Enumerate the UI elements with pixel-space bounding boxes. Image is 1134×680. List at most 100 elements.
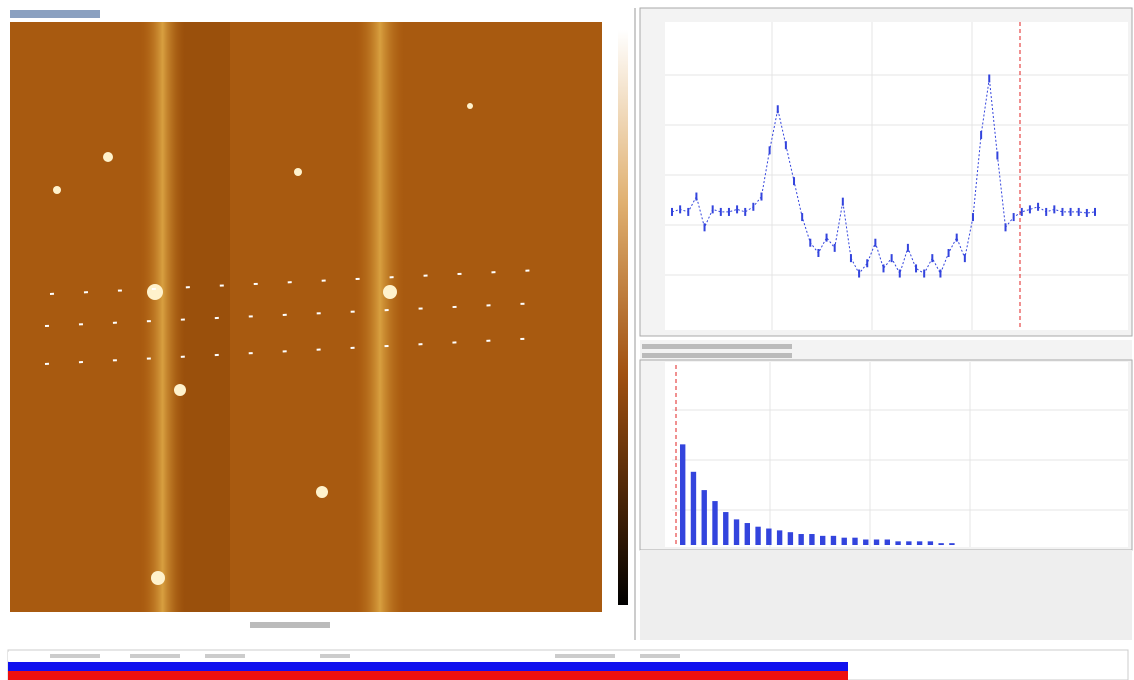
profile-point	[695, 192, 698, 201]
profile-point	[793, 177, 796, 186]
profile-point	[906, 243, 909, 252]
profile-point	[874, 238, 877, 247]
profile-point	[882, 264, 885, 273]
colorbar	[618, 30, 628, 605]
histogram-bar	[820, 535, 826, 545]
histogram-bar	[895, 541, 901, 545]
histogram-bar	[744, 523, 750, 545]
histogram-bar	[690, 471, 697, 545]
profile-point	[833, 243, 836, 252]
table-row[interactable]	[8, 671, 848, 680]
histogram-bar	[723, 512, 729, 545]
profile-point	[760, 192, 763, 201]
profile-series	[671, 74, 1096, 278]
profile-point	[1061, 207, 1064, 216]
profile-point	[1094, 207, 1096, 216]
profile-point	[1053, 205, 1056, 214]
scan-lines	[44, 269, 541, 365]
histogram-bar	[712, 501, 718, 545]
profile-point	[687, 207, 690, 216]
profile-point	[1028, 205, 1031, 214]
table-header	[8, 652, 848, 661]
info-text	[642, 353, 792, 358]
profile-point	[849, 254, 852, 263]
profile-point	[727, 207, 730, 216]
histogram-plot	[665, 362, 1128, 547]
profile-point	[1085, 208, 1088, 217]
histogram-bar	[949, 543, 955, 545]
profile-point	[809, 238, 812, 247]
histogram-bar	[798, 534, 804, 545]
histogram-bar	[830, 535, 837, 545]
profile-point	[776, 105, 779, 114]
profile-point	[703, 223, 706, 232]
profile-point	[1012, 213, 1015, 222]
profile-point	[1069, 207, 1072, 216]
profile-point	[784, 141, 787, 150]
histogram-bar	[927, 541, 934, 545]
histogram-bar	[852, 537, 858, 545]
profile-plot	[665, 22, 1128, 330]
profile-point	[817, 249, 820, 257]
profile-point	[988, 74, 991, 83]
ridge	[355, 22, 405, 612]
profile-point	[971, 213, 974, 222]
profile-point	[915, 264, 918, 273]
histogram-bar	[884, 539, 890, 545]
table-cells	[50, 654, 680, 658]
histogram-bar	[863, 539, 869, 545]
histogram-bar	[776, 530, 783, 545]
info-text	[642, 344, 792, 349]
profile-point	[1020, 207, 1023, 216]
histogram-bar	[906, 541, 912, 545]
profile-point	[923, 269, 926, 278]
profile-point	[752, 202, 755, 211]
profile-point	[841, 197, 844, 206]
profile-line	[671, 78, 1096, 275]
profile-point	[980, 130, 983, 139]
profile-point	[858, 269, 861, 278]
profile-point	[719, 207, 722, 216]
histogram-bar	[916, 541, 923, 545]
profile-point	[744, 207, 747, 216]
histogram-bar	[680, 444, 686, 545]
profile-point	[947, 249, 950, 257]
histogram-bar	[938, 543, 944, 545]
profile-point	[1077, 207, 1080, 216]
profile-point	[1004, 223, 1007, 232]
histogram-bar	[841, 537, 847, 545]
histogram-series	[680, 444, 955, 545]
profile-point	[1037, 202, 1040, 211]
profile-point	[939, 269, 942, 278]
afm-image	[10, 22, 602, 612]
profile-point	[671, 207, 673, 216]
toolbar[interactable]	[10, 10, 100, 18]
profile-point	[801, 213, 804, 222]
histogram-bar	[809, 534, 815, 545]
grid	[665, 22, 1128, 547]
ridge	[140, 22, 185, 612]
profile-point	[1045, 207, 1048, 216]
histogram-bar	[873, 539, 880, 545]
particles	[53, 103, 473, 585]
profile-point	[996, 151, 999, 160]
profile-point	[711, 205, 714, 214]
histogram-bar	[787, 532, 794, 545]
profile-point	[866, 259, 869, 268]
histogram-bar	[766, 528, 772, 545]
profile-point	[825, 233, 828, 242]
profile-point	[931, 254, 934, 263]
axis-caption	[250, 622, 330, 628]
profile-point	[963, 254, 966, 263]
histogram-bar	[701, 490, 707, 545]
profile-point	[679, 205, 682, 214]
profile-point	[768, 146, 771, 155]
table-row[interactable]	[8, 662, 848, 671]
empty-area	[640, 550, 1132, 640]
histogram-bar	[755, 526, 761, 545]
profile-point	[890, 254, 893, 263]
profile-point	[736, 205, 739, 214]
profile-point	[955, 233, 958, 242]
